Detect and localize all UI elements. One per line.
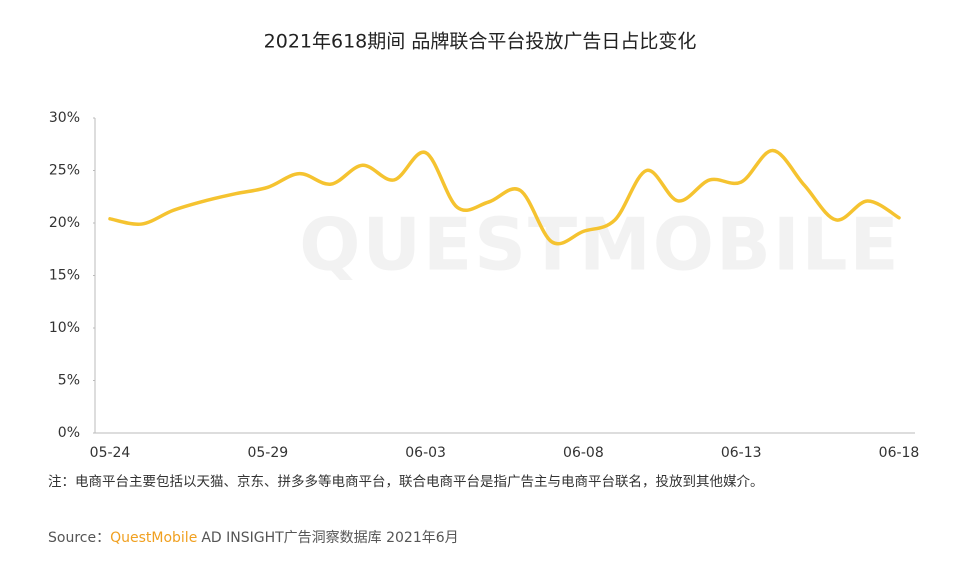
x-tick-label: 06-18: [879, 445, 920, 461]
y-tick-label: 20%: [49, 215, 80, 231]
source-label: Source：: [48, 530, 110, 546]
y-tick-label: 30%: [49, 110, 80, 126]
x-tick-label: 06-08: [563, 445, 604, 461]
watermark: QUESTMOBILE: [299, 203, 900, 287]
chart-title: 2021年618期间 品牌联合平台投放广告日占比变化: [264, 31, 697, 53]
source-text: AD INSIGHT广告洞察数据库 2021年6月: [201, 529, 458, 546]
line: [108, 148, 901, 246]
note: 注：电商平台主要包括以天猫、京东、拼多多等电商平台，联合电商平台是指广告主与电商…: [48, 473, 764, 490]
y-tick-label: 25%: [49, 163, 80, 179]
y-tick-label: 5%: [58, 373, 80, 389]
x-tick-label: 05-29: [247, 445, 288, 461]
source: Source：QuestMobile AD INSIGHT广告洞察数据库 2021…: [48, 529, 459, 546]
x-tick-label: 05-24: [90, 445, 131, 461]
source-brand: QuestMobile: [110, 530, 197, 546]
y-tick-label: 10%: [49, 320, 80, 336]
y-tick-label: 15%: [49, 268, 80, 284]
y-tick-label: 0%: [58, 425, 80, 441]
x-tick-label: 06-13: [721, 445, 762, 461]
x-tick-label: 06-03: [405, 445, 446, 461]
